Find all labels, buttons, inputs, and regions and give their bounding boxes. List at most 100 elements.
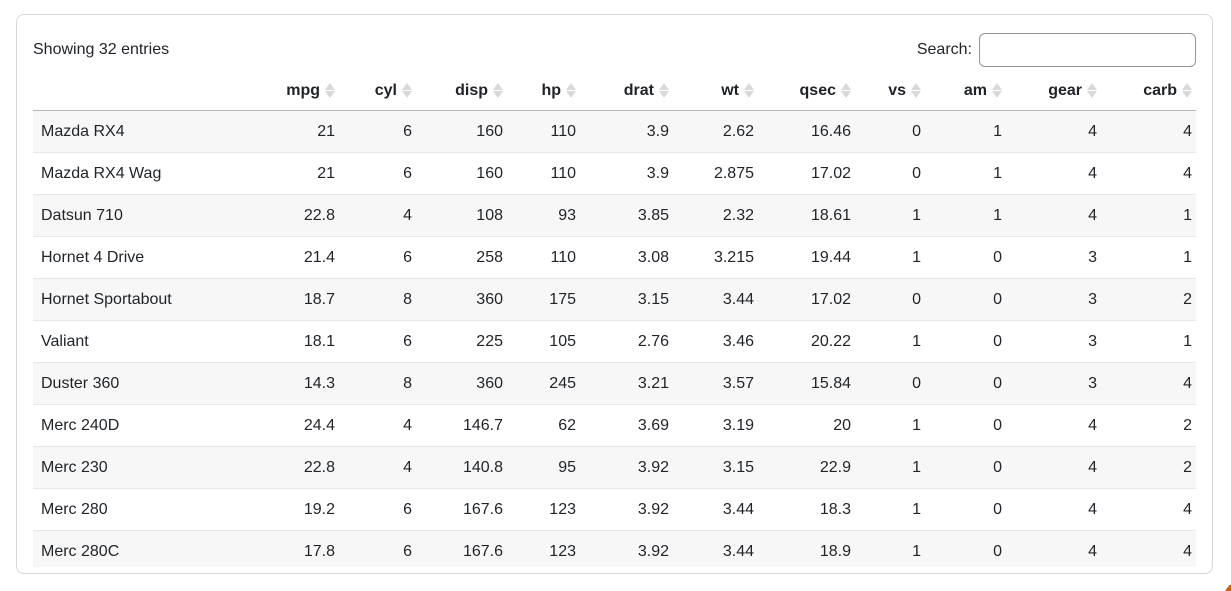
cell-gear: 3 xyxy=(1010,362,1105,405)
column-header-am[interactable]: am xyxy=(929,72,1010,111)
column-header-qsec[interactable]: qsec xyxy=(762,72,859,111)
column-header-drat[interactable]: drat xyxy=(584,72,677,111)
cell-wt: 2.32 xyxy=(677,194,762,237)
cell-disp: 360 xyxy=(420,278,511,321)
cell-mpg: 24.4 xyxy=(245,404,343,447)
column-header-disp[interactable]: disp xyxy=(420,72,511,111)
sort-down-arrow xyxy=(911,91,921,98)
row-name-cell: Hornet 4 Drive xyxy=(33,236,245,279)
column-header-carb[interactable]: carb xyxy=(1105,72,1196,111)
column-header-mpg[interactable]: mpg xyxy=(245,72,343,111)
cell-qsec: 20.22 xyxy=(762,320,859,363)
column-header-cyl[interactable]: cyl xyxy=(343,72,420,111)
cell-gear: 4 xyxy=(1010,194,1105,237)
cell-mpg: 17.8 xyxy=(245,530,343,567)
sort-up-arrow xyxy=(493,83,503,90)
column-header-label: am xyxy=(963,82,987,99)
cell-cyl: 6 xyxy=(343,152,420,195)
cell-hp: 175 xyxy=(511,278,584,321)
column-header-label: mpg xyxy=(286,82,320,99)
sort-icon xyxy=(744,83,754,98)
cell-drat: 3.9 xyxy=(584,110,677,153)
header-row: mpg cyl disp hp xyxy=(33,72,1196,111)
cell-am: 1 xyxy=(929,152,1010,195)
sort-down-arrow xyxy=(325,91,335,98)
cell-disp: 167.6 xyxy=(420,530,511,567)
cell-qsec: 19.44 xyxy=(762,236,859,279)
column-header-label: hp xyxy=(541,82,561,99)
cell-mpg: 21 xyxy=(245,152,343,195)
sort-icon xyxy=(992,83,1002,98)
cell-cyl: 4 xyxy=(343,194,420,237)
cell-qsec: 18.3 xyxy=(762,488,859,531)
column-header-vs[interactable]: vs xyxy=(859,72,929,111)
cell-am: 1 xyxy=(929,194,1010,237)
cell-gear: 4 xyxy=(1010,446,1105,489)
cell-wt: 3.19 xyxy=(677,404,762,447)
column-header-hp[interactable]: hp xyxy=(511,72,584,111)
sort-down-arrow xyxy=(659,91,669,98)
cell-cyl: 6 xyxy=(343,320,420,363)
sort-up-arrow xyxy=(659,83,669,90)
sort-up-arrow xyxy=(402,83,412,90)
cell-vs: 1 xyxy=(859,320,929,363)
sort-down-arrow xyxy=(992,91,1002,98)
cell-hp: 62 xyxy=(511,404,584,447)
row-name-cell: Merc 240D xyxy=(33,404,245,447)
search-input[interactable] xyxy=(979,33,1196,67)
cell-carb: 4 xyxy=(1105,530,1196,567)
sort-down-arrow xyxy=(493,91,503,98)
cell-gear: 3 xyxy=(1010,236,1105,279)
cell-hp: 110 xyxy=(511,110,584,153)
row-name-cell: Hornet Sportabout xyxy=(33,278,245,321)
row-name-cell: Mazda RX4 xyxy=(33,110,245,153)
cell-drat: 3.85 xyxy=(584,194,677,237)
column-header-gear[interactable]: gear xyxy=(1010,72,1105,111)
column-header-wt[interactable]: wt xyxy=(677,72,762,111)
cell-mpg: 18.7 xyxy=(245,278,343,321)
cell-qsec: 22.9 xyxy=(762,446,859,489)
table-row: Merc 240D 24.4 4 146.7 62 3.69 3.19 20 1 0 4 2 xyxy=(33,404,1196,447)
table-body: Mazda RX4 21 6 160 110 3.9 2.62 16.46 0 1 4 4 Mazd… xyxy=(33,110,1196,567)
cell-carb: 1 xyxy=(1105,320,1196,363)
cell-carb: 4 xyxy=(1105,488,1196,531)
cell-am: 0 xyxy=(929,446,1010,489)
cell-gear: 3 xyxy=(1010,278,1105,321)
sort-up-arrow xyxy=(841,83,851,90)
data-table: mpg cyl disp hp xyxy=(33,72,1196,567)
cell-qsec: 18.61 xyxy=(762,194,859,237)
cell-cyl: 8 xyxy=(343,362,420,405)
cell-am: 0 xyxy=(929,320,1010,363)
column-header-label: vs xyxy=(888,82,906,99)
sort-icon xyxy=(566,83,576,98)
row-name-cell: Merc 280C xyxy=(33,530,245,567)
table-toolbar: Showing 32 entries Search: xyxy=(33,31,1196,69)
cell-cyl: 6 xyxy=(343,488,420,531)
datatable-card: Showing 32 entries Search: mpg xyxy=(16,14,1213,574)
cell-carb: 4 xyxy=(1105,110,1196,153)
column-header-label: drat xyxy=(623,82,654,99)
table-row: Merc 280 19.2 6 167.6 123 3.92 3.44 18.3 1 0 4 4 xyxy=(33,488,1196,531)
column-header-label: qsec xyxy=(799,82,836,99)
cell-carb: 4 xyxy=(1105,362,1196,405)
cell-carb: 1 xyxy=(1105,236,1196,279)
cell-mpg: 22.8 xyxy=(245,446,343,489)
sort-icon xyxy=(1182,83,1192,98)
sort-up-arrow xyxy=(325,83,335,90)
cell-disp: 160 xyxy=(420,110,511,153)
cell-wt: 3.15 xyxy=(677,446,762,489)
cell-qsec: 15.84 xyxy=(762,362,859,405)
cell-qsec: 18.9 xyxy=(762,530,859,567)
cell-qsec: 17.02 xyxy=(762,278,859,321)
cell-mpg: 18.1 xyxy=(245,320,343,363)
cell-disp: 258 xyxy=(420,236,511,279)
sort-down-arrow xyxy=(566,91,576,98)
cell-vs: 0 xyxy=(859,152,929,195)
cell-hp: 110 xyxy=(511,152,584,195)
sort-icon xyxy=(325,83,335,98)
table-row: Datsun 710 22.8 4 108 93 3.85 2.32 18.61 1 1 4 1 xyxy=(33,194,1196,237)
cell-disp: 225 xyxy=(420,320,511,363)
search-label: Search: xyxy=(916,41,972,58)
cell-disp: 360 xyxy=(420,362,511,405)
table-row: Merc 230 22.8 4 140.8 95 3.92 3.15 22.9 1 0 4 2 xyxy=(33,446,1196,489)
